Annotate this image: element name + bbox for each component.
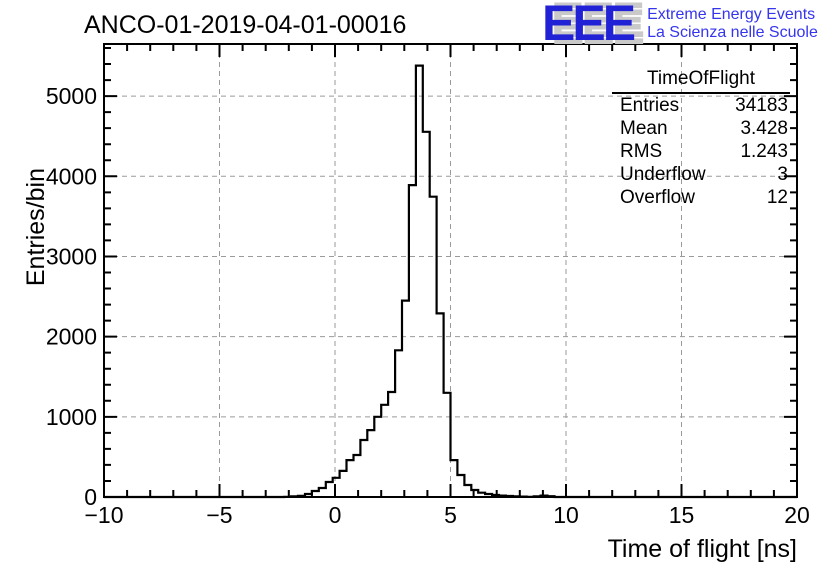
stats-row-value: 12 bbox=[766, 187, 788, 208]
stats-row-label: Underflow bbox=[620, 164, 706, 185]
stats-row: RMS 1.243 bbox=[612, 140, 790, 163]
generated-plot-layers: −10 −5 0 5 10 15 20 0 1000 2000 3000 4000 5000 bbox=[46, 43, 810, 528]
y-tick-label: 1000 bbox=[46, 404, 97, 430]
stats-row-label: Overflow bbox=[620, 187, 695, 208]
stats-row-value: 3.428 bbox=[740, 118, 788, 139]
x-tick-label: 10 bbox=[553, 502, 579, 528]
page-title: ANCO-01-2019-04-01-00016 bbox=[84, 11, 407, 39]
x-tick-label: 0 bbox=[329, 502, 342, 528]
x-tick-label: −5 bbox=[206, 502, 232, 528]
stats-row: Underflow 3 bbox=[612, 163, 790, 186]
x-tick-label: 5 bbox=[444, 502, 457, 528]
x-tick-label: 20 bbox=[784, 502, 810, 528]
axis-ticks bbox=[103, 44, 798, 498]
eee-logo: EEE Extreme Energy Events La Scienza nel… bbox=[542, 0, 818, 51]
x-tick-label: −10 bbox=[84, 502, 123, 528]
stats-box-rows: Entries 34183 Mean 3.428 RMS 1.243 Underflow 3 O… bbox=[612, 94, 790, 209]
stats-row-label: Mean bbox=[620, 118, 668, 139]
y-axis-title: Entries/bin bbox=[22, 168, 50, 286]
y-tick-label: 5000 bbox=[46, 83, 97, 109]
stats-row: Entries 34183 bbox=[612, 94, 790, 117]
stats-row-label: Entries bbox=[620, 95, 680, 116]
stats-row-value: 34183 bbox=[735, 95, 788, 116]
y-tick-label: 4000 bbox=[46, 163, 97, 189]
y-tick-label: 3000 bbox=[46, 243, 97, 269]
stats-row-value: 3 bbox=[777, 164, 788, 185]
stats-row: Overflow 12 bbox=[612, 186, 790, 209]
x-axis-title: Time of flight [ns] bbox=[608, 535, 797, 563]
eee-logo-line1: Extreme Energy Events bbox=[647, 6, 816, 23]
eee-logo-line2: La Scienza nelle Scuole bbox=[647, 24, 818, 41]
stats-box-title: TimeOfFlight bbox=[612, 68, 790, 94]
eee-logo-text: Extreme Energy Events La Scienza nelle S… bbox=[647, 0, 818, 42]
eee-logo-acronym: EEE bbox=[542, 0, 636, 51]
stats-row: Mean 3.428 bbox=[612, 117, 790, 140]
stats-row-label: RMS bbox=[620, 141, 663, 162]
y-tick-label: 2000 bbox=[46, 324, 97, 350]
y-tick-label: 0 bbox=[84, 484, 97, 510]
x-tick-label: 15 bbox=[669, 502, 695, 528]
stats-row-value: 1.243 bbox=[740, 141, 788, 162]
stats-box: TimeOfFlight Entries 34183 Mean 3.428 RMS 1.2… bbox=[612, 68, 790, 209]
